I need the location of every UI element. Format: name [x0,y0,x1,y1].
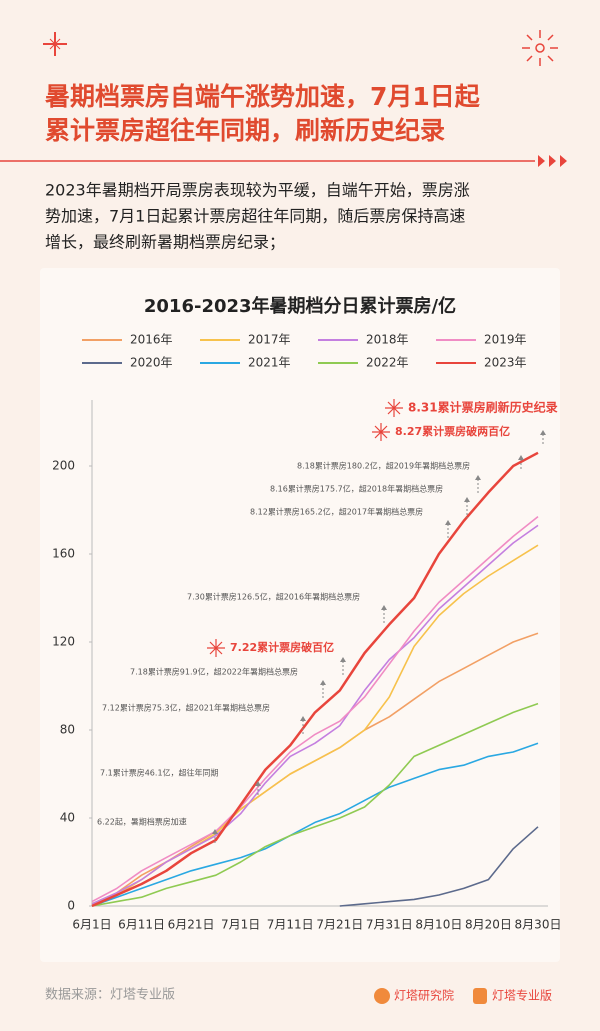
x-tick-label: 7月21日 [316,918,363,932]
legend-label: 2022年 [366,356,409,370]
series-line [91,451,539,908]
annotation: 7.18累计票房91.9亿，超2022年暑期档总票房 [130,667,298,677]
x-tick-label: 6月21日 [168,918,215,932]
annotation: 7.22累计票房破百亿 [230,640,334,654]
logo-icon [473,988,487,1004]
annotation-arrowhead [340,657,346,662]
series-line [339,826,539,907]
annotation-arrowhead [320,680,326,685]
annotation-arrowhead [300,716,306,721]
x-tick-label: 7月31日 [366,918,413,932]
annotation-arrowhead [255,781,261,786]
logo-text: 灯塔研究院 [394,988,454,1003]
y-tick-label: 40 [60,811,75,825]
annotation: 7.30累计票房126.5亿，超2016年暑期档总票房 [187,592,360,602]
firework-icon [522,30,558,66]
divider-arrows [538,155,567,167]
description-line: 势加速，7月1日起累计票房超往年同期，随后票房保持高速 [45,207,465,226]
y-tick-label: 120 [52,635,75,649]
annotation: 7.1累计票房46.1亿，超往年同期 [100,768,219,778]
legend-label: 2018年 [366,333,409,347]
chart-title: 2016-2023年暑期档分日累计票房/亿 [144,295,456,317]
series-line [91,702,539,907]
series-line [91,524,539,905]
legend-label: 2020年 [130,356,173,370]
logo-text: 灯塔专业版 [492,988,552,1003]
x-tick-label: 6月1日 [72,918,111,932]
legend-label: 2023年 [484,356,527,370]
x-tick-label: 6月11日 [118,918,165,932]
annotation: 8.12累计票房165.2亿，超2017年暑期档总票房 [250,507,423,517]
annotation-arrowhead [518,455,524,460]
firework-icon [207,639,225,657]
description-line: 2023年暑期档开局票房表现较为平缓，自端午开始，票房涨 [45,181,470,200]
x-tick-label: 8月20日 [465,918,512,932]
x-tick-label: 8月30日 [515,918,562,932]
y-tick-label: 0 [67,899,75,913]
annotation-arrowhead [540,430,546,435]
annotation: 8.31累计票房刷新历史纪录 [408,400,558,415]
legend-label: 2021年 [248,356,291,370]
series-line [91,515,539,903]
firework-icon [385,399,403,417]
annotation-arrowhead [475,475,481,480]
annotation-arrowhead [212,829,218,834]
y-tick-label: 200 [52,459,75,473]
sparkle [43,32,67,56]
x-tick-label: 8月10日 [415,918,462,932]
description-line: 增长，最终刷新暑期档票房纪录； [45,233,285,252]
annotation: 8.18累计票房180.2亿，超2019年暑期档总票房 [297,461,470,471]
legend-label: 2017年 [248,333,291,347]
title-line: 暑期档票房自端午涨势加速，7月1日起 [45,82,481,111]
x-tick-label: 7月11日 [267,918,314,932]
legend-label: 2019年 [484,333,527,347]
firework-icon [372,423,390,441]
series-line [91,742,539,907]
annotation: 6.22起，暑期档票房加速 [97,817,187,827]
annotation: 8.16累计票房175.7亿，超2018年暑期档总票房 [270,484,443,494]
annotation-arrowhead [381,605,387,610]
annotation-arrowhead [464,497,470,502]
annotation: 8.27累计票房破两百亿 [395,424,510,438]
x-tick-label: 7月1日 [221,918,260,932]
logo-icon [374,988,390,1004]
y-tick-label: 160 [52,547,75,561]
annotation-arrowhead [445,520,451,525]
chart-panel [40,268,560,962]
title-line: 累计票房超往年同期，刷新历史纪录 [45,116,445,145]
source: 数据来源：灯塔专业版 [45,988,175,1003]
y-tick-label: 80 [60,723,75,737]
annotation: 7.12累计票房75.3亿，超2021年暑期档总票房 [102,703,270,713]
legend-label: 2016年 [130,333,173,347]
